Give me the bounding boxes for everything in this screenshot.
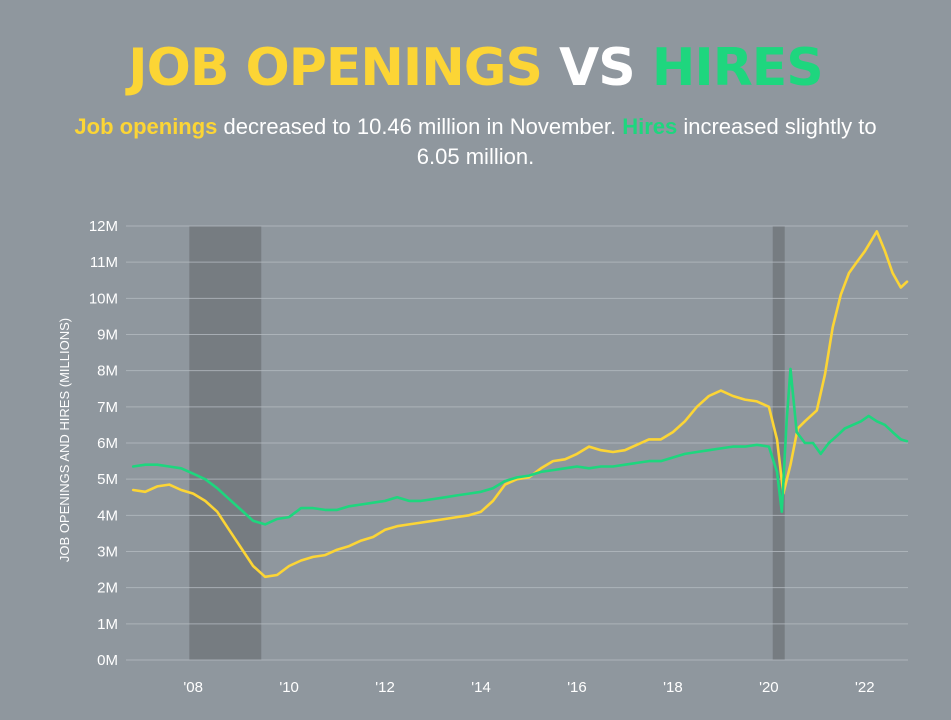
series-lines — [131, 230, 909, 579]
y-tick-label: 2M — [97, 580, 118, 597]
subtitle-openings-highlight: Job openings — [74, 114, 218, 139]
y-tick-label: 12M — [89, 218, 118, 235]
y-tick-label: 7M — [97, 399, 118, 416]
subtitle-text-1: decreased to 10.46 million in November. — [217, 114, 623, 139]
subtitle-hires-highlight: Hires — [622, 114, 678, 139]
x-axis-ticks: '08 '10 '12 '14 '16 '18 '20 '22 — [183, 679, 874, 696]
chart-subtitle: Job openings decreased to 10.46 million … — [60, 112, 891, 172]
gridlines — [126, 225, 908, 661]
x-tick-label: '14 — [471, 679, 491, 696]
x-tick-label: '12 — [375, 679, 395, 696]
title-hires: HIRES — [651, 38, 824, 98]
x-tick-label: '10 — [279, 679, 299, 696]
y-tick-label: 8M — [97, 363, 118, 380]
y-tick-label: 1M — [97, 616, 118, 633]
y-tick-label: 9M — [97, 327, 118, 344]
y-tick-label: 5M — [97, 471, 118, 488]
x-tick-label: '08 — [183, 679, 203, 696]
y-axis-label: JOB OPENINGS AND HIRES (MILLIONS) — [57, 318, 72, 562]
title-vs: VS — [559, 38, 636, 98]
series-line-job-openings — [131, 230, 909, 579]
y-tick-label: 3M — [97, 544, 118, 561]
y-tick-label: 6M — [97, 435, 118, 452]
x-tick-label: '22 — [855, 679, 875, 696]
subtitle-text-2: increased slightly to 6.05 million. — [416, 114, 877, 169]
y-tick-label: 4M — [97, 507, 118, 524]
y-tick-label: 10M — [89, 290, 118, 307]
x-tick-label: '20 — [759, 679, 779, 696]
y-tick-label: 0M — [97, 652, 118, 669]
x-tick-label: '18 — [663, 679, 683, 696]
chart-title: JOB OPENINGS VS HIRES — [0, 38, 951, 98]
x-tick-label: '16 — [567, 679, 587, 696]
y-axis-ticks: 0M 1M 2M 3M 4M 5M 6M 7M 8M 9M 10M 11M 12M — [89, 218, 118, 669]
y-tick-label: 11M — [90, 254, 118, 271]
series-line-hires — [131, 367, 909, 526]
title-openings: JOB OPENINGS — [128, 38, 543, 98]
